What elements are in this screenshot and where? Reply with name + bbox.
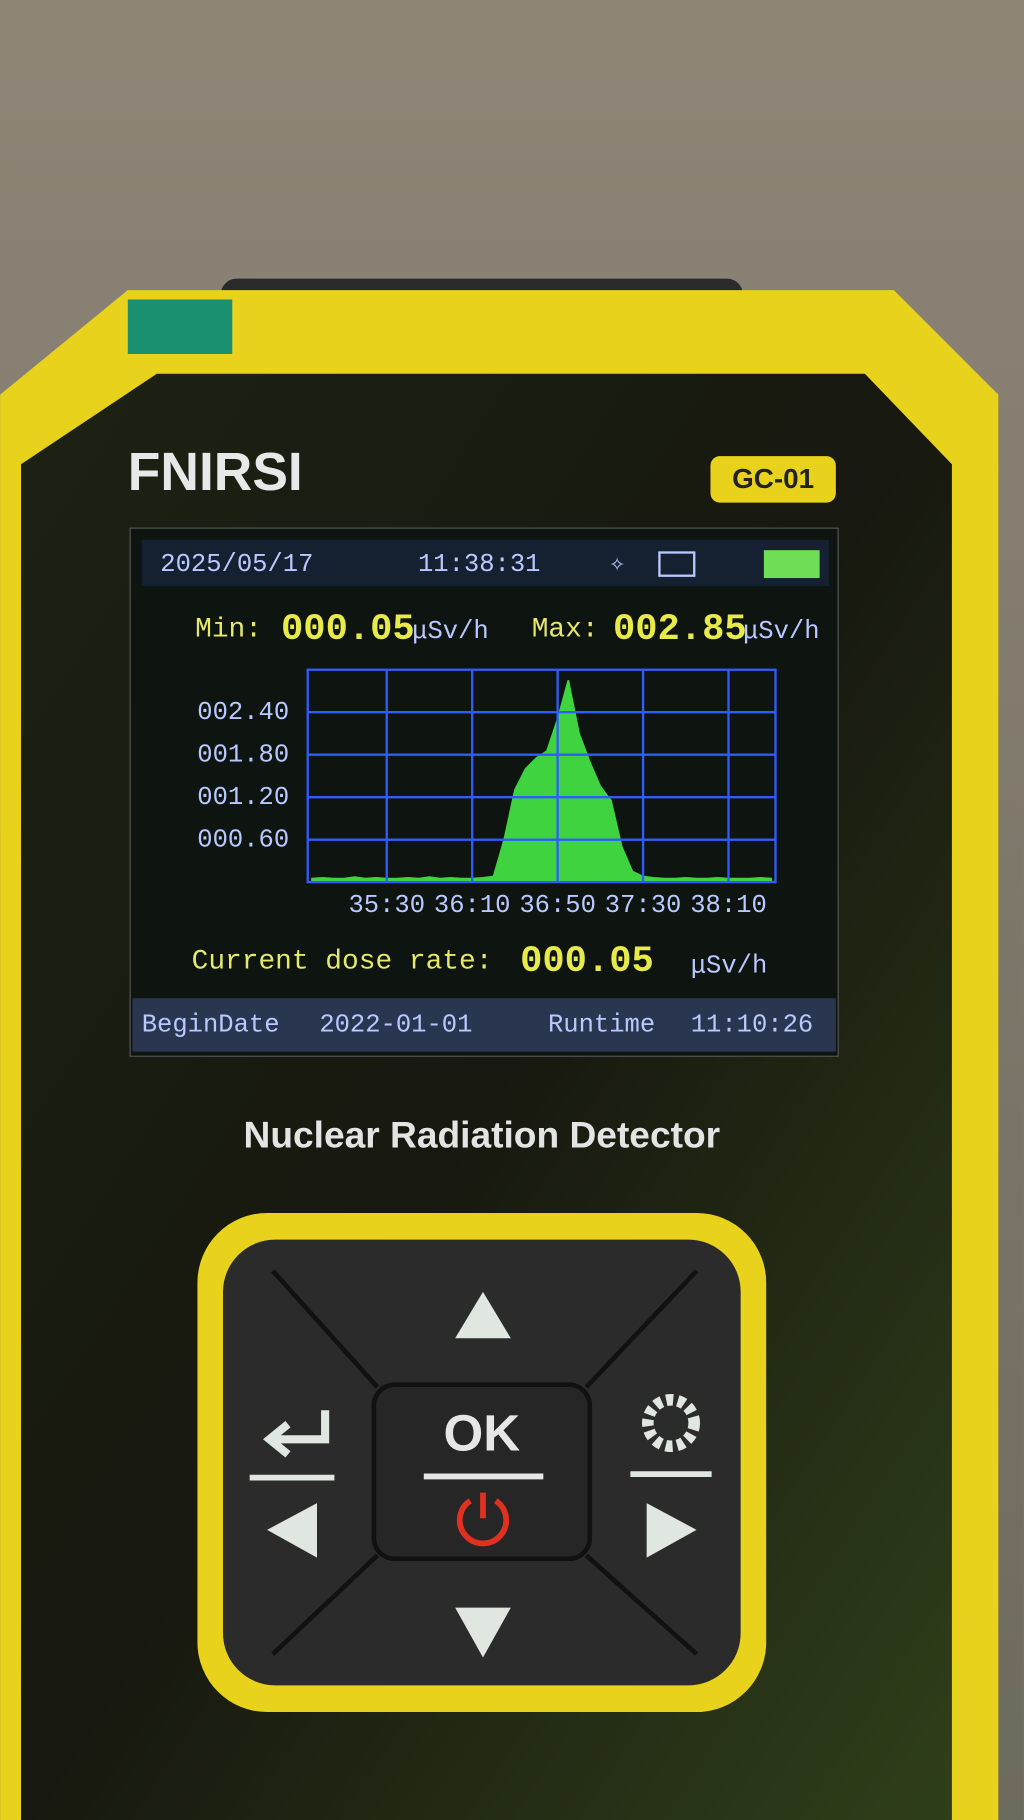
date: 2025/05/17: [160, 550, 313, 579]
begin-label: BeginDate: [142, 1011, 280, 1040]
light-icon: ✧: [610, 550, 625, 579]
product-name: Nuclear Radiation Detector: [244, 1113, 721, 1155]
screen: [129, 527, 839, 1057]
left-button[interactable]: [267, 1503, 317, 1558]
vibrate-icon: [658, 551, 696, 577]
battery: [763, 550, 820, 579]
model: GC-01: [732, 463, 814, 494]
current-label: Current dose rate:: [192, 946, 493, 977]
keypad-dividers: [271, 1269, 699, 1656]
min-value: 000.05: [281, 609, 415, 651]
back-icon: [262, 1410, 330, 1458]
model-badge: [710, 456, 836, 503]
x-tick-label: 37:30: [605, 891, 682, 920]
current-value: 000.05: [520, 941, 654, 983]
ok-label: OK: [444, 1404, 521, 1461]
y-tick-label: 001.80: [197, 740, 289, 769]
min-unit: μSv/h: [412, 617, 489, 646]
y-tick-label: 001.20: [197, 783, 289, 812]
max-unit: μSv/h: [743, 617, 820, 646]
chart: 000.60 001.20 001.80 002.40 35:30 36:10 36:50 3…: [197, 668, 777, 920]
status-bar: [141, 539, 829, 587]
down-button[interactable]: [455, 1607, 511, 1658]
settings-icon: [642, 1394, 701, 1453]
footer-bar: [132, 998, 836, 1052]
x-tick-label: 38:10: [690, 891, 767, 920]
brand: FNIRSI: [128, 443, 303, 502]
max-value: 002.85: [613, 609, 747, 651]
begin-date: 2022-01-01: [319, 1011, 472, 1040]
plot-frame: [306, 668, 777, 884]
current-unit: μSv/h: [691, 951, 768, 980]
runtime: 11:10:26: [691, 1011, 814, 1040]
min-label: Min:: [195, 614, 262, 645]
time: 11:38:31: [418, 550, 541, 579]
right-button[interactable]: [646, 1503, 697, 1558]
y-tick-label: 002.40: [197, 698, 289, 727]
max-label: Max:: [532, 614, 599, 645]
runtime-label: Runtime: [548, 1011, 655, 1040]
x-tick-label: 36:10: [434, 891, 511, 920]
x-tick-label: 35:30: [348, 891, 425, 920]
ok-button[interactable]: [371, 1382, 593, 1562]
up-button[interactable]: [455, 1291, 511, 1339]
x-tick-label: 36:50: [519, 891, 596, 920]
sticker: [127, 299, 233, 355]
power-icon: [456, 1492, 510, 1547]
y-tick-label: 000.60: [197, 825, 289, 854]
